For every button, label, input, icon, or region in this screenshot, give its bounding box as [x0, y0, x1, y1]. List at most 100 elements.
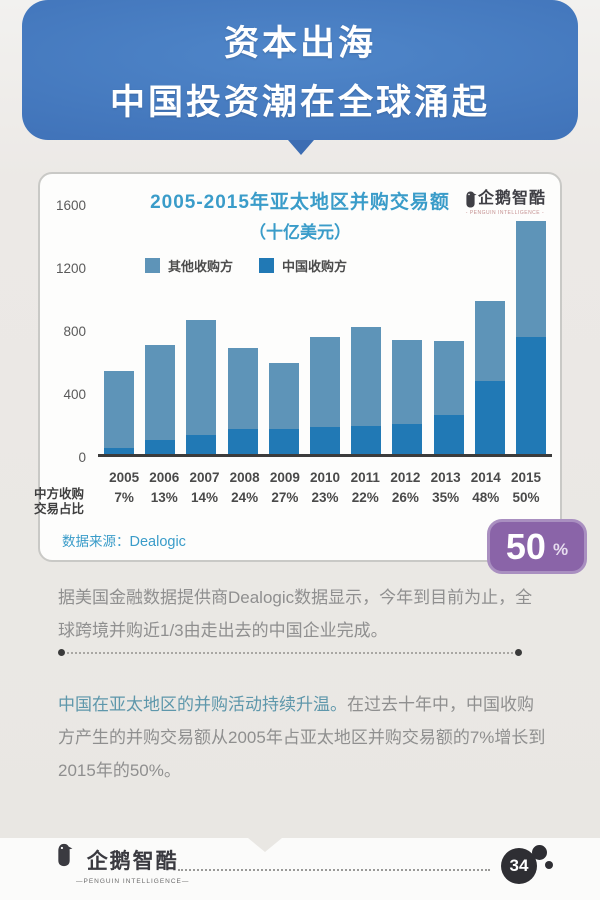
footer-brand-logo: 企鹅智酷 —PENGUIN INTELLIGENCE— [55, 843, 190, 885]
bar-2005-china-segment [104, 448, 134, 454]
page-number: 34 [501, 848, 537, 884]
paragraph-trend-rest: 在过去十年中，中国收购方产生的并购交易额从2005年占亚太地区并购交易额的7%增… [58, 695, 546, 780]
footer-logo-subtext: —PENGUIN INTELLIGENCE— [76, 878, 190, 885]
dotted-divider [58, 649, 522, 656]
legend-item-china: 中国收购方 [259, 256, 347, 275]
bar-2006-china-segment [145, 440, 176, 454]
legend-swatch-other [145, 258, 160, 273]
share-row-label-line2: 交易占比 [34, 502, 85, 516]
footer-notch-triangle [248, 838, 282, 852]
x-axis-years-row: 2005 2006 2007 2008 2009 2010 2011 2012 2013 2014… [98, 470, 552, 485]
share-row-label: 中方收购 交易占比 [34, 487, 84, 517]
year-label-2011: 2011 [350, 470, 380, 485]
year-label-2009: 2009 [269, 470, 300, 485]
page-badge-dot-medium [532, 845, 547, 860]
chart-legend: 其他收购方 中国收购方 [145, 256, 347, 275]
legend-label-china: 中国收购方 [282, 259, 348, 274]
bar-2009 [268, 363, 299, 454]
y-tick-1600: 1600 [55, 198, 86, 213]
header-banner: 资本出海 中国投资潮在全球涌起 [22, 0, 578, 140]
year-label-2008: 2008 [229, 470, 260, 485]
china-share-2007: 14% [190, 490, 218, 505]
y-tick-0: 0 [78, 450, 86, 465]
china-share-2005: 7% [114, 490, 134, 505]
penguin-icon [58, 843, 73, 867]
penguin-icon [466, 191, 477, 208]
year-label-2012: 2012 [390, 470, 421, 485]
china-share-2012: 26% [391, 490, 419, 505]
bar-2011 [351, 327, 382, 454]
paragraph-trend-highlight: 中国在亚太地区的并购活动持续升温。 [58, 695, 347, 714]
paragraph-trend: 中国在亚太地区的并购活动持续升温。在过去十年中，中国收购方产生的并购交易额从20… [58, 688, 548, 787]
y-axis: 0 400 800 1200 1600 [48, 198, 90, 465]
bar-2014-china-segment [474, 381, 505, 454]
badge-unit: % [552, 539, 569, 559]
bar-2007 [186, 320, 217, 454]
bar-2005 [104, 371, 134, 454]
china-share-2014: 48% [472, 490, 500, 505]
y-tick-400: 400 [63, 387, 86, 402]
china-share-percent-row: 7% 13% 14% 24% 27% 23% 22% 26% 35% 48% 50% [98, 490, 552, 505]
chart-title-line2: （十亿美元） [249, 223, 351, 242]
china-share-2006: 13% [150, 490, 178, 505]
year-label-2005: 2005 [109, 470, 140, 485]
china-share-2009: 27% [271, 490, 299, 505]
bar-2008-china-segment [227, 429, 258, 454]
bar-2010-china-segment [309, 427, 340, 454]
banner-pointer-triangle [288, 140, 314, 155]
paragraph-dealogic: 据美国金融数据提供商Dealogic数据显示，今年到目前为止，全球跨境并购近1/… [58, 588, 533, 640]
legend-item-other: 其他收购方 [145, 256, 233, 275]
data-source-value: Dealogic [129, 534, 186, 550]
chart-card: 2005-2015年亚太地区并购交易额 （十亿美元） 企鹅智酷 - PENGUI… [34, 172, 562, 562]
divider-dotted-line [67, 651, 513, 654]
bar-2012 [392, 340, 423, 454]
china-share-2011: 22% [351, 490, 379, 505]
bar-2008 [227, 348, 258, 454]
data-source-label: 数据来源： [62, 534, 130, 549]
divider-left-dot [58, 649, 65, 656]
bar-2010 [309, 337, 340, 454]
bar-2009-china-segment [268, 429, 299, 454]
china-share-2015: 50% [512, 490, 540, 505]
legend-swatch-china [259, 258, 275, 273]
chart-brand-logo: 企鹅智酷 - PENGUIN INTELLIGENCE - [464, 184, 546, 216]
footer-logo-text: 企鹅智酷 [86, 849, 179, 873]
bar-2006 [145, 345, 176, 454]
badge-value: 50 [505, 525, 546, 567]
brand-logo-subtext: - PENGUIN INTELLIGENCE - [465, 210, 545, 216]
page-badge-dot-small [545, 861, 553, 869]
highlight-stat-badge: 50 % [487, 519, 587, 574]
year-label-2010: 2010 [310, 470, 341, 485]
bar-2015-china-segment [515, 337, 546, 454]
year-label-2015: 2015 [510, 470, 541, 485]
y-tick-1200: 1200 [55, 261, 86, 276]
footer-dotted-line [178, 869, 490, 871]
bar-2011-china-segment [351, 426, 382, 454]
header-title-line2: 中国投资潮在全球涌起 [109, 83, 490, 122]
chart-title: 2005-2015年亚太地区并购交易额 （十亿美元） [100, 187, 500, 243]
chart-title-line1: 2005-2015年亚太地区并购交易额 [150, 192, 450, 213]
share-row-label-line1: 中方收购 [34, 487, 85, 501]
bar-2012-china-segment [392, 424, 423, 454]
page-number-badge: 34 [501, 845, 561, 895]
china-share-2013: 35% [432, 490, 460, 505]
header-title-line1: 资本出海 [223, 24, 376, 63]
year-label-2014: 2014 [470, 470, 501, 485]
china-share-2008: 24% [231, 490, 259, 505]
bar-2013 [433, 341, 464, 454]
bar-plot-area [98, 205, 552, 457]
legend-label-other: 其他收购方 [168, 259, 234, 274]
bar-2014 [474, 301, 505, 454]
china-share-2010: 23% [311, 490, 339, 505]
brand-logo-text: 企鹅智酷 [464, 184, 546, 208]
data-source: 数据来源：Dealogic [62, 530, 186, 550]
year-label-2006: 2006 [149, 470, 180, 485]
y-tick-800: 800 [63, 324, 86, 339]
divider-right-dot [515, 649, 522, 656]
bar-2007-china-segment [186, 435, 217, 454]
year-label-2007: 2007 [189, 470, 220, 485]
footer: 企鹅智酷 —PENGUIN INTELLIGENCE— [0, 838, 600, 900]
year-label-2013: 2013 [430, 470, 461, 485]
bar-2013-china-segment [433, 415, 464, 454]
